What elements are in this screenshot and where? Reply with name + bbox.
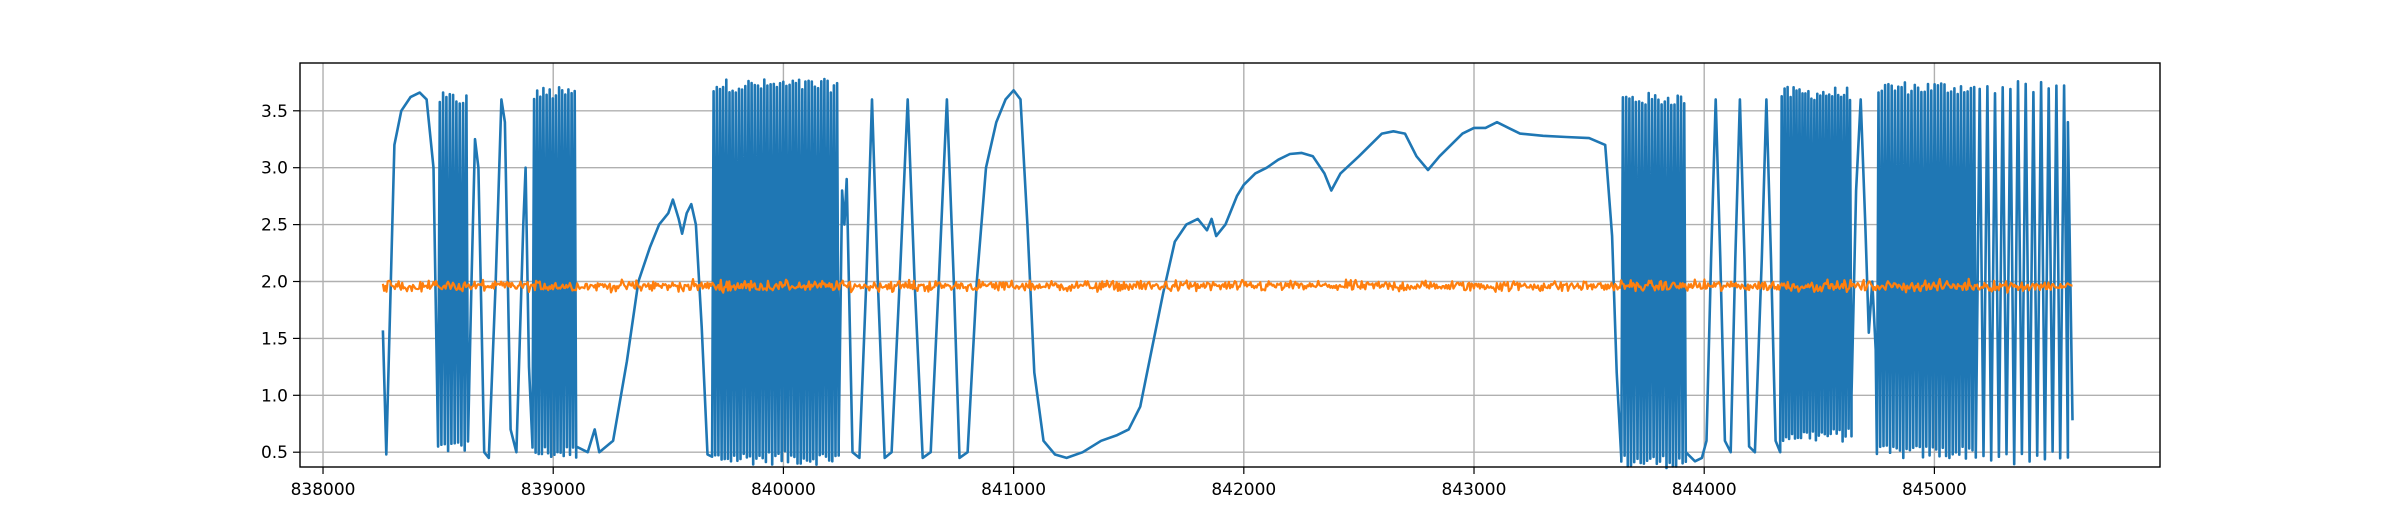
series-layer: [381, 77, 2074, 470]
x-tick-label: 839000: [521, 480, 586, 500]
y-tick-label: 2.0: [261, 273, 288, 293]
x-tick-label: 844000: [1672, 480, 1737, 500]
y-tick-label: 1.0: [261, 386, 288, 406]
x-tick-label: 843000: [1442, 480, 1507, 500]
x-tick-label: 838000: [291, 480, 356, 500]
x-tick-label: 845000: [1902, 480, 1967, 500]
series-line-2: [381, 277, 2073, 294]
y-tick-label: 1.5: [261, 329, 288, 349]
tick-layer: 838000 839000 840000 841000 842000 843000 8440…: [261, 102, 1967, 500]
y-tick-label: 3.5: [261, 102, 288, 122]
y-tick-label: 2.5: [261, 216, 288, 236]
series-line-1: [381, 77, 2074, 470]
x-tick-label: 840000: [751, 480, 816, 500]
x-tick-label: 842000: [1211, 480, 1276, 500]
plot-area-frame: [299, 62, 2161, 468]
y-tick-label: 0.5: [261, 443, 288, 463]
y-tick-label: 3.0: [261, 159, 288, 179]
x-tick-label: 841000: [981, 480, 1046, 500]
